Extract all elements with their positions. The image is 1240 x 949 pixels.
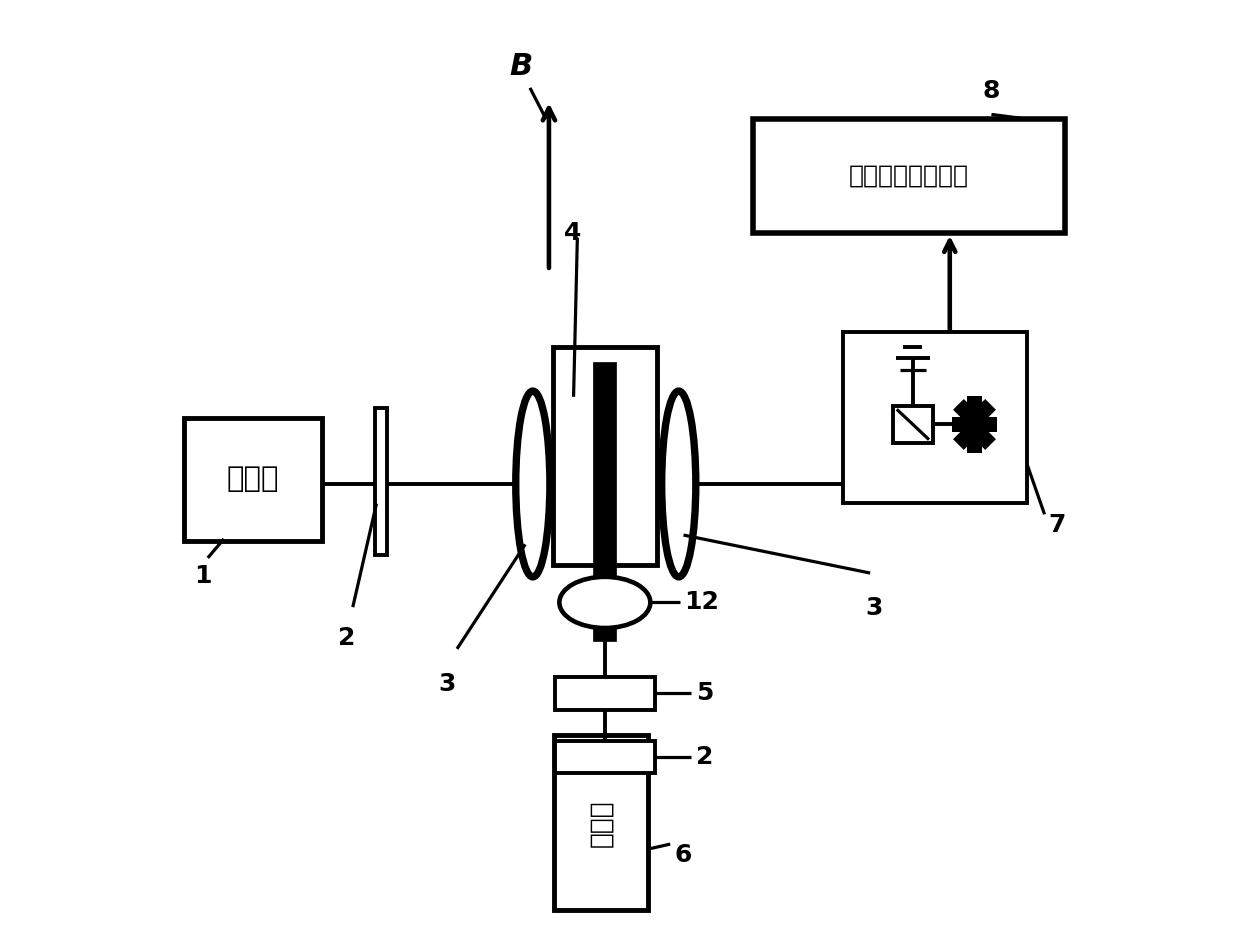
- Ellipse shape: [559, 577, 650, 628]
- Bar: [952, 417, 963, 432]
- Ellipse shape: [960, 405, 988, 443]
- Text: 3: 3: [439, 672, 456, 696]
- Bar: [184, 418, 321, 541]
- Text: B: B: [508, 52, 532, 82]
- Bar: [893, 405, 932, 443]
- Text: 2: 2: [696, 745, 713, 769]
- Bar: [843, 332, 1028, 503]
- Text: 泵浦光: 泵浦光: [588, 799, 614, 847]
- Text: 3: 3: [866, 596, 883, 620]
- Bar: [967, 441, 982, 453]
- Bar: [554, 741, 655, 773]
- Text: 数据采集处理系统: 数据采集处理系统: [849, 164, 968, 188]
- Bar: [967, 396, 982, 407]
- Bar: [977, 399, 996, 418]
- Bar: [554, 735, 649, 910]
- Text: 2: 2: [339, 626, 356, 650]
- Bar: [954, 431, 972, 450]
- Bar: [977, 431, 996, 450]
- Text: 探测光: 探测光: [227, 465, 279, 493]
- Text: 4: 4: [564, 220, 582, 245]
- Bar: [374, 408, 387, 555]
- Ellipse shape: [662, 391, 696, 577]
- Text: 1: 1: [195, 564, 212, 587]
- Text: 5: 5: [696, 681, 713, 705]
- Bar: [753, 120, 1065, 233]
- Text: 8: 8: [983, 79, 1001, 103]
- Bar: [553, 346, 657, 565]
- Text: 12: 12: [684, 590, 719, 614]
- Text: 7: 7: [1048, 512, 1065, 537]
- Text: 6: 6: [675, 844, 692, 867]
- Bar: [594, 362, 616, 641]
- Bar: [554, 678, 655, 710]
- Ellipse shape: [516, 391, 549, 577]
- Bar: [986, 417, 997, 432]
- Bar: [954, 399, 972, 418]
